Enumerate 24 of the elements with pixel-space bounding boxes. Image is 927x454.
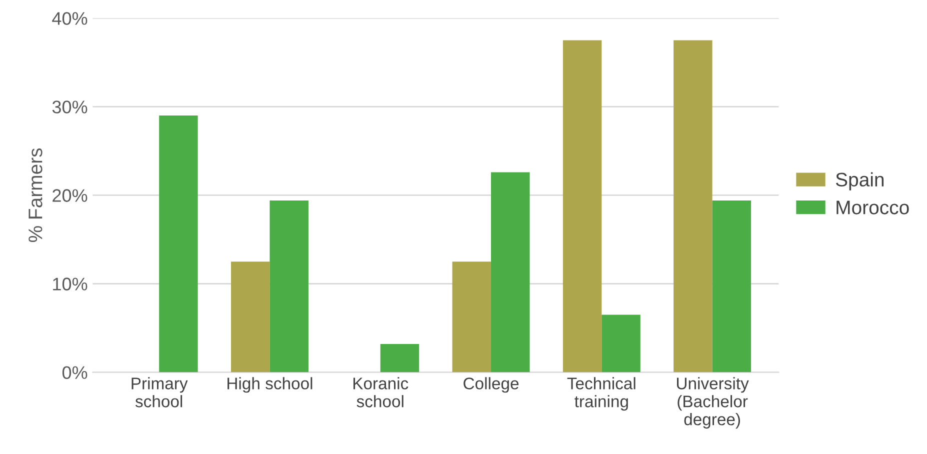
x-tick-label: University (Bachelor degree) [677,377,749,429]
y-axis-title: % Farmers [28,148,42,242]
legend-label: Morocco [836,200,909,214]
y-tick-label: 10% [53,278,88,290]
x-tick-label: Koranic school [353,377,408,408]
y-tick-label: 40% [52,12,88,25]
bar [452,262,492,372]
bar [602,314,640,372]
y-tick-label: 0% [62,366,88,379]
x-tick-label: Primary school [132,377,188,408]
x-tick-label: High school [228,377,312,393]
bar [712,200,752,372]
bar [159,116,198,372]
x-tick-label: Technical training [567,377,636,411]
x-tick-label: College [464,377,519,393]
bar [491,172,530,372]
y-tick-label: 30% [52,100,88,114]
bar [562,40,602,372]
legend-label: Spain [836,172,884,190]
bar [674,40,712,372]
y-tick-label: 20% [52,189,88,202]
bar [231,262,270,372]
bar [380,344,420,372]
bar [270,200,308,372]
